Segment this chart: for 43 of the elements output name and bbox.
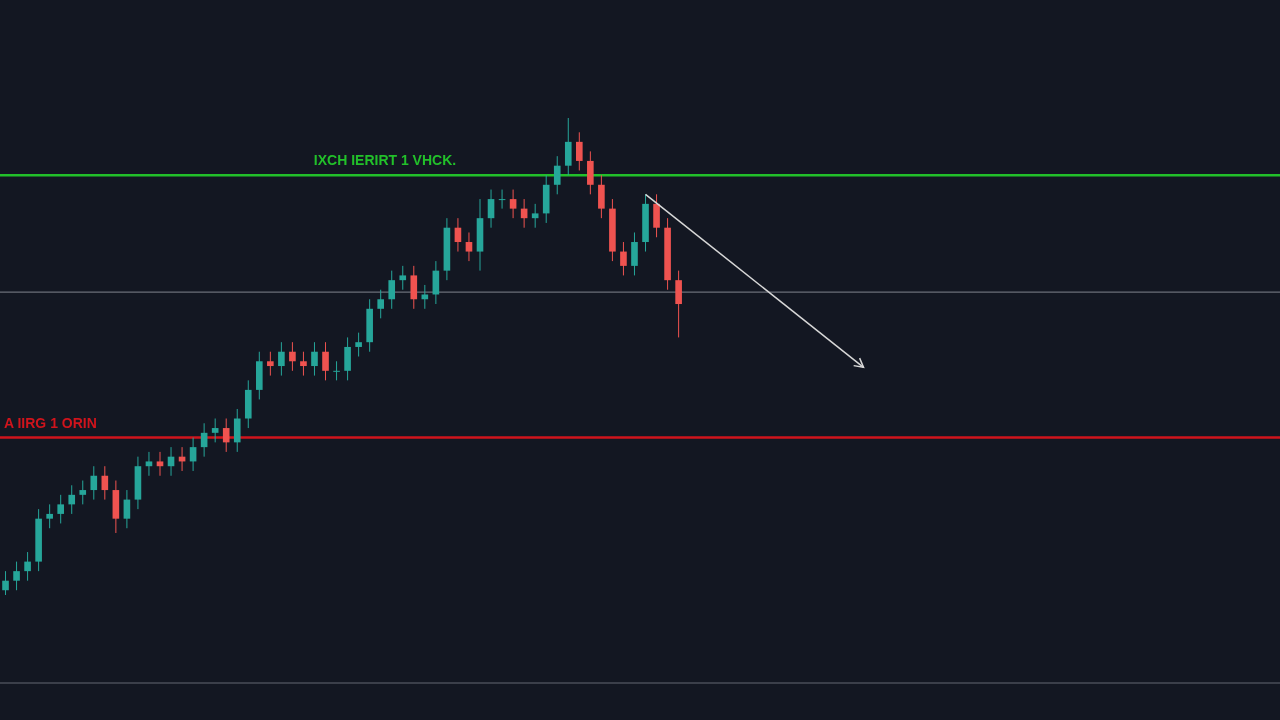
candlestick xyxy=(24,551,31,582)
candlestick xyxy=(222,418,230,453)
candlestick xyxy=(333,360,340,381)
candlestick xyxy=(233,408,241,453)
candlestick xyxy=(2,570,9,596)
candlestick xyxy=(68,484,76,515)
candlestick xyxy=(587,150,594,195)
candlestick xyxy=(79,480,87,505)
candlestick xyxy=(388,270,396,310)
ref-line-label: A IIRG 1 ORIN xyxy=(4,414,97,431)
candlestick xyxy=(620,241,627,276)
candlestick xyxy=(13,561,20,591)
candlestick xyxy=(564,117,572,176)
ref-line-label: IXCH IERIRT 1 VHCK. xyxy=(313,152,457,169)
candlestick xyxy=(90,465,98,501)
candlestick xyxy=(421,284,429,310)
candlestick xyxy=(465,231,473,262)
candlestick xyxy=(289,341,296,372)
candlestick xyxy=(531,203,539,229)
candlestick xyxy=(145,451,153,477)
candlestick xyxy=(553,155,561,195)
candlestick xyxy=(576,131,583,171)
candlestick xyxy=(377,289,384,319)
candlestick xyxy=(211,418,219,443)
candlestick xyxy=(46,503,53,529)
candlestick xyxy=(344,336,351,381)
candlestick xyxy=(631,231,638,276)
candlestick xyxy=(123,489,131,529)
candlestick xyxy=(156,451,164,477)
candlestick xyxy=(399,265,407,291)
candlestick xyxy=(653,193,660,238)
candlestick xyxy=(355,332,362,357)
candlestick xyxy=(267,351,274,377)
candlestick xyxy=(57,494,64,524)
candlestick xyxy=(509,189,517,219)
candlestick xyxy=(278,341,285,377)
candlestick xyxy=(598,174,605,219)
candlestick xyxy=(487,189,495,229)
candlestick xyxy=(675,270,682,338)
candlestick xyxy=(300,351,307,377)
candlestick xyxy=(311,341,318,377)
candlestick xyxy=(410,265,418,310)
candlestick xyxy=(322,341,329,381)
